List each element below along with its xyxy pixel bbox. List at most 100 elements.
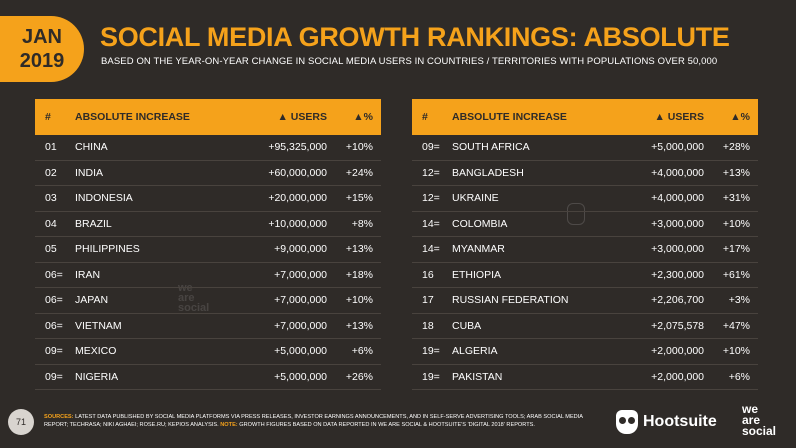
sources-note: SOURCES: LATEST DATA PUBLISHED BY SOCIAL…	[44, 414, 583, 428]
row-pct: +18%	[345, 268, 373, 281]
table-row: 18 CUBA +2,075,578 +47%	[412, 314, 758, 339]
row-users: +5,000,000	[274, 370, 327, 383]
rankings-table-left: # ABSOLUTE INCREASE ▲ USERS ▲% 01 CHINA +9…	[35, 99, 381, 390]
row-pct: +47%	[722, 319, 750, 332]
row-users: +4,000,000	[651, 192, 704, 205]
row-pct: +3%	[728, 294, 750, 307]
row-rank: 18	[422, 319, 434, 332]
watermark-owl-icon	[567, 203, 585, 225]
row-users: +9,000,000	[274, 243, 327, 256]
row-rank: 17	[422, 294, 434, 307]
row-users: +60,000,000	[268, 166, 327, 179]
row-pct: +61%	[722, 268, 750, 281]
row-rank: 19=	[422, 345, 440, 358]
row-users: +10,000,000	[268, 217, 327, 230]
row-name: CUBA	[452, 319, 482, 332]
table-row: 09= MEXICO +5,000,000 +6%	[35, 339, 381, 365]
row-users: +3,000,000	[651, 243, 704, 256]
table-row: 06= JAPAN +7,000,000 +10%	[35, 288, 381, 314]
table-header: # ABSOLUTE INCREASE ▲ USERS ▲%	[35, 99, 381, 135]
table-header: # ABSOLUTE INCREASE ▲ USERS ▲%	[412, 99, 758, 135]
row-rank: 16	[422, 268, 434, 281]
row-rank: 14=	[422, 217, 440, 230]
row-pct: +15%	[345, 192, 373, 205]
row-pct: +10%	[722, 217, 750, 230]
table-row: 14= COLOMBIA +3,000,000 +10%	[412, 212, 758, 237]
date-badge: JAN 2019	[0, 16, 84, 82]
row-name: NIGERIA	[75, 370, 119, 383]
row-rank: 12=	[422, 192, 440, 205]
row-rank: 14=	[422, 243, 440, 256]
row-rank: 06=	[45, 319, 63, 332]
row-name: BRAZIL	[75, 217, 112, 230]
row-pct: +10%	[345, 141, 373, 154]
table-row: 02 INDIA +60,000,000 +24%	[35, 161, 381, 186]
badge-month: JAN	[21, 26, 62, 48]
row-rank: 03	[45, 192, 57, 205]
table-row: 12= BANGLADESH +4,000,000 +13%	[412, 161, 758, 186]
row-pct: +13%	[722, 166, 750, 179]
row-pct: +6%	[728, 370, 750, 383]
row-rank: 09=	[45, 345, 63, 358]
page-title: SOCIAL MEDIA GROWTH RANKINGS: ABSOLUTE	[100, 22, 730, 52]
row-name: BANGLADESH	[452, 166, 524, 179]
row-rank: 04	[45, 217, 57, 230]
header-name: ABSOLUTE INCREASE	[452, 111, 567, 123]
row-users: +3,000,000	[651, 217, 704, 230]
table-row: 17 RUSSIAN FEDERATION +2,206,700 +3%	[412, 288, 758, 314]
row-rank: 06=	[45, 294, 63, 307]
row-users: +95,325,000	[268, 141, 327, 154]
row-name: ETHIOPIA	[452, 268, 502, 281]
we-are-social-logo: we are social	[742, 402, 777, 438]
row-pct: +8%	[351, 217, 373, 230]
row-users: +7,000,000	[274, 268, 327, 281]
table-row: 19= PAKISTAN +2,000,000 +6%	[412, 365, 758, 390]
rankings-table-right: # ABSOLUTE INCREASE ▲ USERS ▲% 09= SOUTH …	[412, 99, 758, 390]
row-name: INDIA	[75, 166, 104, 179]
row-rank: 09=	[45, 370, 63, 383]
table-row: 19= ALGERIA +2,000,000 +10%	[412, 339, 758, 365]
row-name: SOUTH AFRICA	[452, 141, 530, 154]
badge-year: 2019	[19, 50, 65, 72]
table-row: 09= SOUTH AFRICA +5,000,000 +28%	[412, 135, 758, 161]
row-name: IRAN	[75, 268, 101, 281]
row-pct: +31%	[722, 192, 750, 205]
row-name: UKRAINE	[452, 192, 499, 205]
row-users: +7,000,000	[274, 294, 327, 307]
row-name: CHINA	[75, 141, 108, 154]
table-row: 14= MYANMAR +3,000,000 +17%	[412, 237, 758, 263]
row-pct: +6%	[351, 345, 373, 358]
row-pct: +24%	[345, 166, 373, 179]
row-name: MEXICO	[75, 345, 117, 358]
row-rank: 01	[45, 141, 57, 154]
hootsuite-logo: Hootsuite	[616, 410, 717, 434]
row-name: JAPAN	[75, 294, 109, 307]
header-pct: ▲%	[353, 111, 373, 123]
page-number: 71	[8, 409, 34, 435]
row-rank: 09=	[422, 141, 440, 154]
table-row: 16 ETHIOPIA +2,300,000 +61%	[412, 263, 758, 288]
page-subtitle: BASED ON THE YEAR-ON-YEAR CHANGE IN SOCI…	[101, 56, 718, 67]
table-row: 06= IRAN +7,000,000 +18%	[35, 263, 381, 288]
row-rank: 06=	[45, 268, 63, 281]
table-row: 01 CHINA +95,325,000 +10%	[35, 135, 381, 161]
row-users: +7,000,000	[274, 319, 327, 332]
row-rank: 19=	[422, 370, 440, 383]
header-users: ▲ USERS	[277, 111, 328, 123]
row-pct: +17%	[722, 243, 750, 256]
row-users: +4,000,000	[651, 166, 704, 179]
row-name: ALGERIA	[452, 345, 498, 358]
row-pct: +28%	[722, 141, 750, 154]
table-row: 03 INDONESIA +20,000,000 +15%	[35, 186, 381, 212]
header-pct: ▲%	[730, 111, 750, 123]
table-row: 06= VIETNAM +7,000,000 +13%	[35, 314, 381, 339]
row-pct: +13%	[345, 243, 373, 256]
row-users: +5,000,000	[274, 345, 327, 358]
row-users: +2,206,700	[651, 294, 704, 307]
table-row: 09= NIGERIA +5,000,000 +26%	[35, 365, 381, 390]
row-users: +2,000,000	[651, 370, 704, 383]
row-rank: 02	[45, 166, 57, 179]
header-rank: #	[422, 111, 428, 123]
row-name: INDONESIA	[75, 192, 133, 205]
row-name: COLOMBIA	[452, 217, 508, 230]
